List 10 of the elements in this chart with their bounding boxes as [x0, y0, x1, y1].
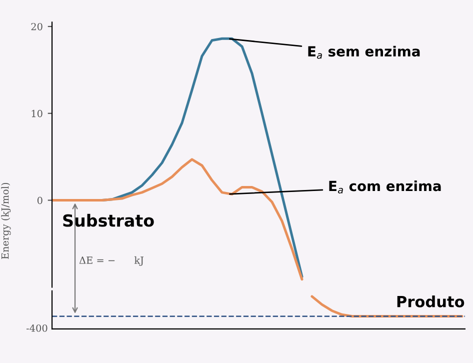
y-axis-title: Energy (kJ/mol): [1, 182, 11, 260]
annotation: E$_{a}$ sem enzima: [308, 46, 420, 59]
annotation: ΔE = − kJ: [79, 256, 144, 266]
y-tick-label: 20: [31, 22, 42, 30]
y-tick-label: 0: [37, 196, 42, 204]
annotation: Substrato: [63, 214, 154, 227]
text: -400: [26, 324, 48, 332]
annotation: Produto: [397, 296, 464, 308]
annotation: E$_{a}$ com enzima: [329, 180, 441, 194]
y-tick-label: 10: [32, 110, 42, 118]
